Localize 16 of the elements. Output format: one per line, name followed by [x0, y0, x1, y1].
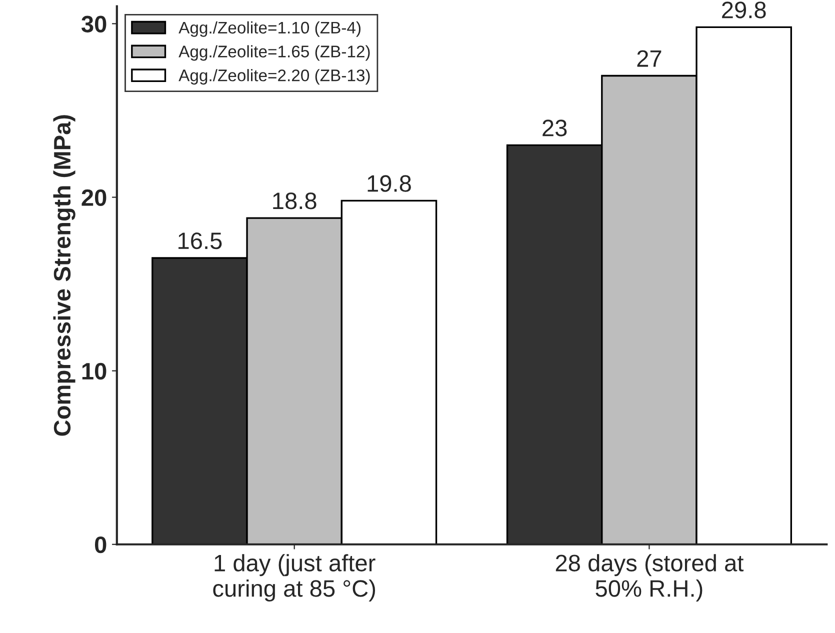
y-tick-label: 20: [82, 189, 106, 206]
y-tick-label: 0: [94, 536, 106, 554]
data-label: 29.8: [722, 2, 766, 18]
legend-label: Agg./Zeolite=1.65 (ZB-12): [178, 45, 370, 61]
y-tick-label: 30: [81, 16, 106, 33]
x-tick-label: 28 days (stored at 50% R.H.): [556, 554, 744, 602]
data-label: 27: [637, 50, 662, 67]
legend-label: Agg./Zeolite=1.10 (ZB-4): [178, 21, 360, 37]
x-tick-label: 1 day (just after curing at 85 °C): [213, 554, 376, 602]
y-axis-title: Compressive Strength (MPa): [53, 115, 76, 436]
data-label: 18.8: [273, 192, 316, 210]
data-label: 23: [542, 120, 567, 136]
data-label: 16.5: [178, 232, 222, 250]
legend-label: Agg./Zeolite=2.20 (ZB-13): [178, 69, 370, 85]
data-label: 19.8: [368, 175, 411, 192]
y-tick-label: 10: [82, 362, 106, 380]
